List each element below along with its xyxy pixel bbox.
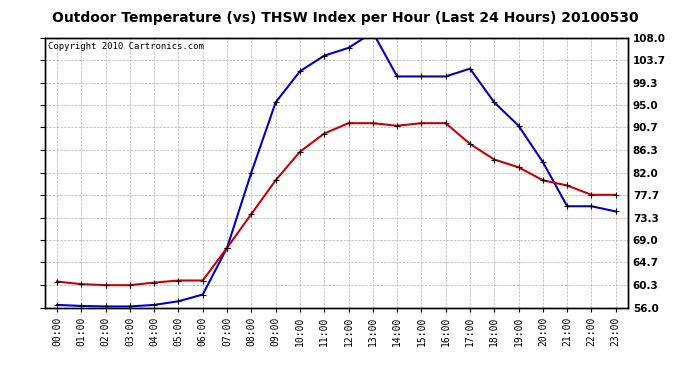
- Text: Outdoor Temperature (vs) THSW Index per Hour (Last 24 Hours) 20100530: Outdoor Temperature (vs) THSW Index per …: [52, 11, 638, 25]
- Text: Copyright 2010 Cartronics.com: Copyright 2010 Cartronics.com: [48, 42, 204, 51]
